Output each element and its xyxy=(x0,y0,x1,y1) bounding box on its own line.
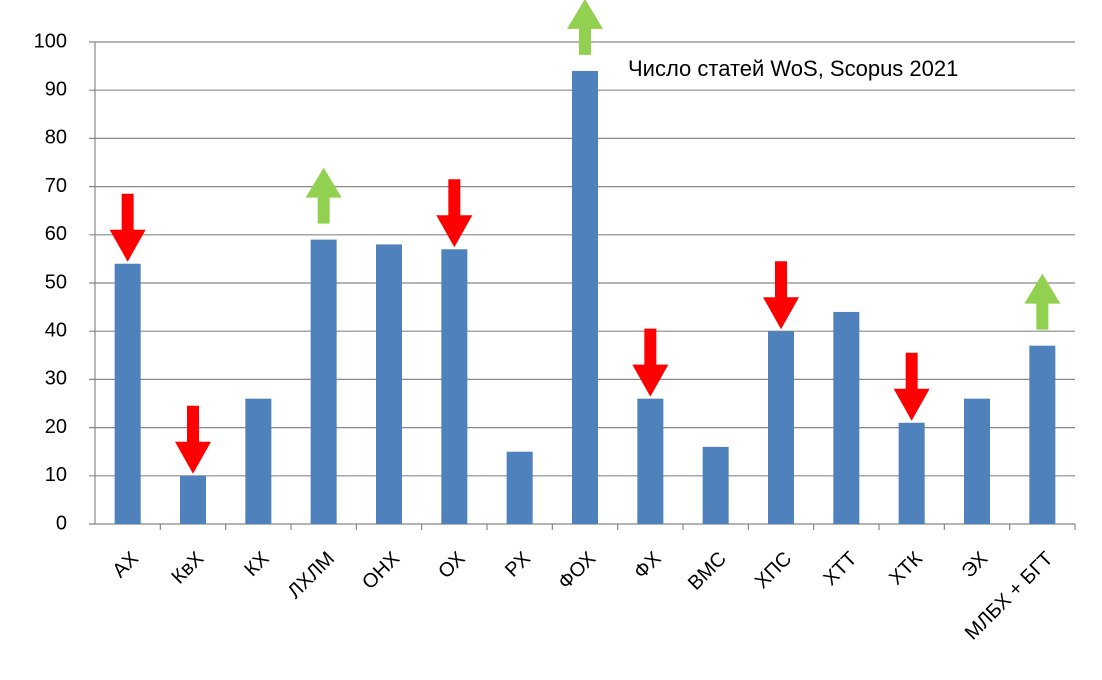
y-tick-label: 20 xyxy=(45,416,67,438)
bar xyxy=(180,475,206,524)
bar xyxy=(702,446,729,524)
y-tick-label: 30 xyxy=(45,368,67,390)
y-tick-label: 40 xyxy=(45,319,67,341)
x-tick-label: КХ xyxy=(240,548,273,581)
y-tick-label: 0 xyxy=(56,512,67,534)
bar xyxy=(506,451,533,524)
x-tick-label: ХПС xyxy=(751,548,796,593)
bar xyxy=(898,422,925,524)
y-tick-label: 50 xyxy=(45,271,67,293)
x-tick-label: АХ xyxy=(109,548,143,582)
y-tick-label: 60 xyxy=(45,223,67,245)
x-tick-label: ФОХ xyxy=(554,548,600,594)
trend-arrow xyxy=(763,261,799,330)
x-tick-label: ОХ xyxy=(434,548,469,583)
trend-arrow xyxy=(632,328,669,397)
bar xyxy=(114,263,141,524)
x-tick-label: ВМС xyxy=(684,548,731,595)
y-tick-label: 80 xyxy=(45,127,67,149)
trend-arrow xyxy=(1024,273,1061,330)
bar xyxy=(441,249,468,524)
x-tick-label: ХТТ xyxy=(819,548,861,590)
x-tick-label: ХТК xyxy=(885,547,927,589)
trend-arrow xyxy=(109,193,146,262)
bar xyxy=(833,311,860,524)
x-tick-label: ФХ xyxy=(630,548,666,584)
y-tick-label: 10 xyxy=(45,464,67,486)
trend-arrow xyxy=(436,179,473,248)
x-tick-label: ОНХ xyxy=(358,548,404,594)
bar xyxy=(964,398,990,524)
trend-arrow xyxy=(175,405,211,474)
y-tick-label: 90 xyxy=(45,78,67,100)
trend-arrow xyxy=(305,167,342,224)
bar xyxy=(245,398,272,524)
bar xyxy=(376,244,402,524)
bar xyxy=(637,398,664,524)
x-tick-label: КвХ xyxy=(168,548,209,589)
x-tick-label: РХ xyxy=(501,548,535,582)
y-tick-label: 70 xyxy=(45,175,67,197)
bar xyxy=(572,70,598,525)
bar xyxy=(1029,345,1056,524)
bar xyxy=(310,239,337,524)
x-tick-label: ЛХЛМ xyxy=(284,548,339,603)
y-tick-label: 100 xyxy=(34,30,67,52)
trend-arrow xyxy=(567,0,603,55)
trend-arrow xyxy=(893,352,930,421)
bar xyxy=(768,331,794,524)
x-tick-label: ЭХ xyxy=(958,548,993,583)
chart-title: Число статей WoS, Scopus 2021 xyxy=(628,56,958,81)
